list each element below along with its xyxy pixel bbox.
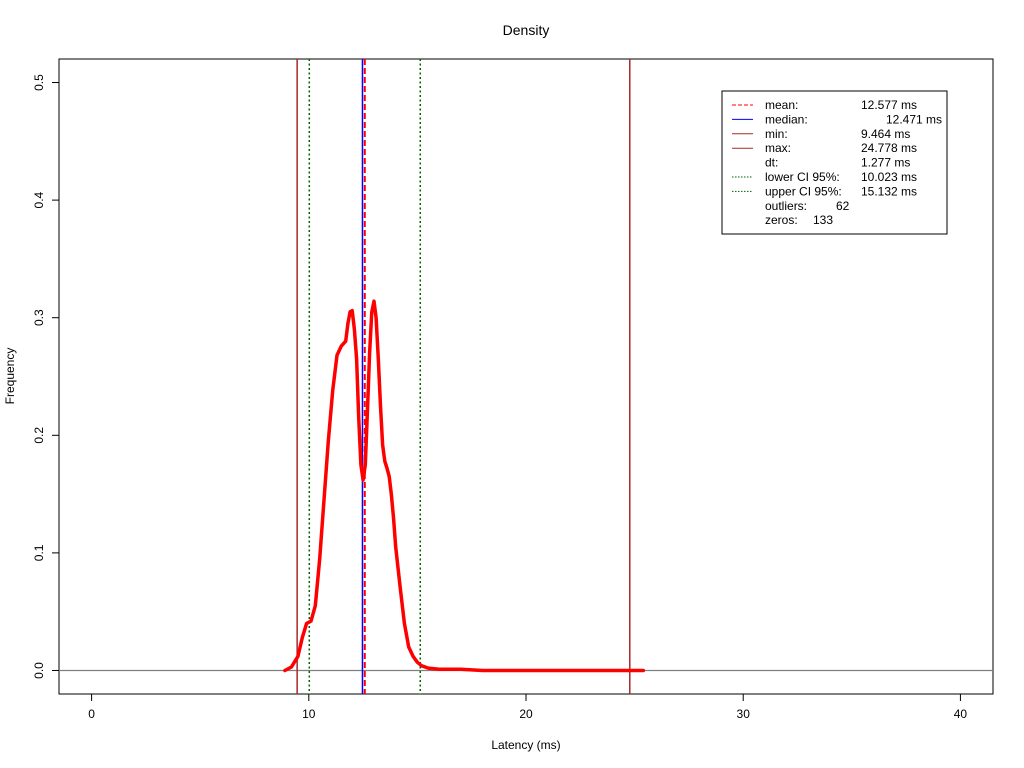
legend-label: dt: [765,156,778,170]
legend: mean: 12.577 ms median: 12.471 ms min: 9.464 … [721,90,948,235]
y-tick-label: 0.2 [32,427,46,444]
x-tick-label: 40 [954,707,968,721]
x-tick-label: 0 [88,707,95,721]
x-tick-label: 20 [519,707,533,721]
x-tick-label: 10 [302,707,316,721]
chart-title: Density [503,22,550,38]
y-tick-label: 0.4 [32,191,46,208]
legend-value: 10.023 ms [861,170,917,184]
legend-label: min: [765,127,788,141]
y-tick-label: 0.1 [32,544,46,561]
legend-value: 133 [813,213,833,227]
reference-lines [296,59,631,694]
legend-value: 62 [836,199,850,213]
x-axis-label: Latency (ms) [491,738,560,752]
legend-value: 12.577 ms [861,98,917,112]
density-curve [283,299,646,673]
y-tick-label: 0.0 [32,662,46,679]
legend-box [721,90,948,235]
legend-value: 12.471 ms [886,112,942,126]
y-axis: 0.0 0.1 0.2 0.3 0.4 0.5 [32,74,60,679]
y-axis-label: Frequency [3,348,17,405]
legend-value: 15.132 ms [861,184,917,198]
legend-label: max: [765,141,791,155]
y-tick-label: 0.3 [32,309,46,326]
x-tick-label: 30 [737,707,751,721]
y-tick-label: 0.5 [32,74,46,91]
legend-value: 9.464 ms [861,127,910,141]
legend-label: upper CI 95%: [765,184,842,198]
density-curve-layer [283,299,646,673]
legend-label: mean: [765,98,798,112]
legend-label: lower CI 95%: [765,170,840,184]
legend-label: zeros: [765,213,798,227]
legend-label: median: [765,112,808,126]
x-axis: 0 10 20 30 40 [88,693,968,721]
legend-value: 24.778 ms [861,141,917,155]
legend-value: 1.277 ms [861,156,910,170]
legend-label: outliers: [765,199,807,213]
